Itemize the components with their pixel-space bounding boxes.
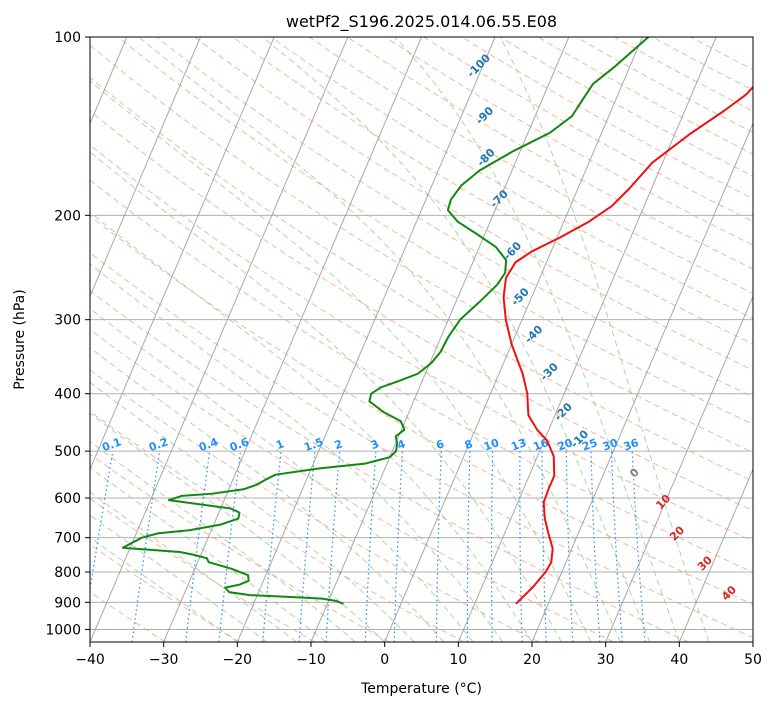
y-axis-title: Pressure (hPa)	[12, 289, 28, 389]
x-tick-label: 40	[670, 652, 688, 668]
x-axis-title: Temperature (°C)	[360, 681, 482, 697]
y-tick-label: 800	[54, 565, 81, 581]
y-tick-label: 600	[54, 491, 81, 507]
x-tick-label: −10	[296, 652, 326, 668]
y-tick-label: 400	[54, 387, 81, 403]
x-tick-label: 0	[380, 652, 389, 668]
y-tick-label: 500	[54, 444, 81, 460]
y-tick-label: 200	[54, 208, 81, 224]
x-tick-label: 50	[744, 652, 762, 668]
x-tick-label: −30	[149, 652, 179, 668]
x-tick-label: −20	[223, 652, 253, 668]
x-tick-label: 20	[523, 652, 541, 668]
x-tick-label: −40	[75, 652, 105, 668]
x-tick-label: 10	[449, 652, 467, 668]
y-tick-label: 700	[54, 531, 81, 547]
y-tick-label: 300	[54, 313, 81, 329]
chart-title: wetPf2_S196.2025.014.06.55.E08	[286, 12, 557, 32]
y-tick-label: 100	[54, 30, 81, 46]
y-tick-label: 1000	[45, 622, 81, 638]
y-tick-label: 900	[54, 595, 81, 611]
x-tick-label: 30	[597, 652, 615, 668]
